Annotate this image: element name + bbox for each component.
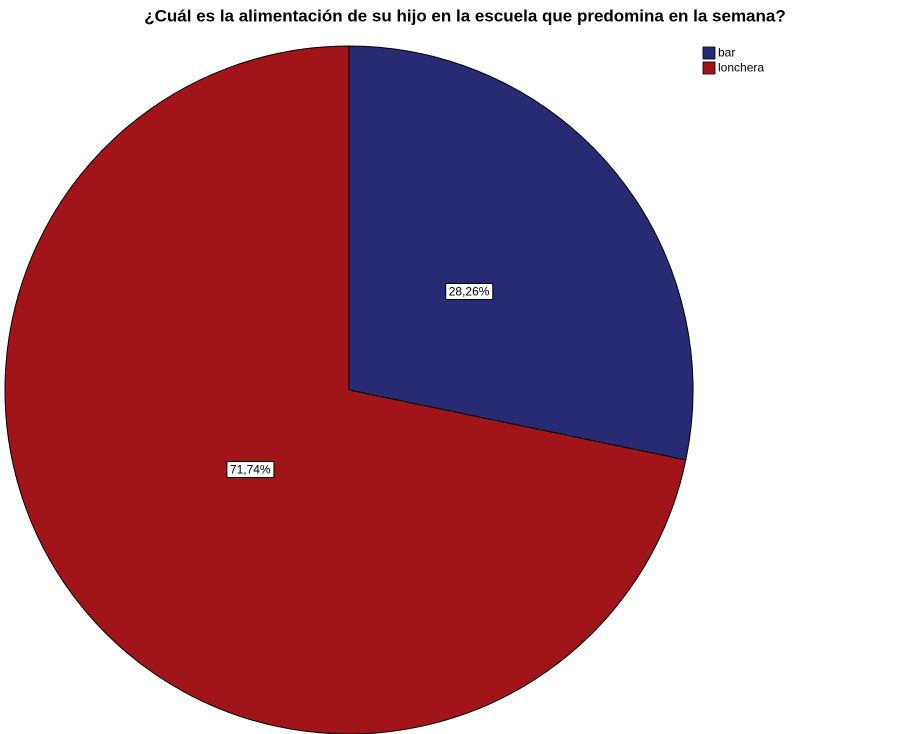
legend-swatch [702,46,716,60]
data-label-box [445,282,494,300]
chart-title: ¿Cuál es la alimentación de su hijo en l… [144,6,785,25]
pie-slice [4,45,687,734]
legend-label: bar [718,46,735,60]
legend-swatch [702,61,716,75]
legend-label: lonchera [718,61,764,75]
data-label-box [226,460,275,478]
data-label: 28,26% [449,284,490,298]
pie-slice [348,45,694,461]
data-label: 71,74% [230,462,271,476]
